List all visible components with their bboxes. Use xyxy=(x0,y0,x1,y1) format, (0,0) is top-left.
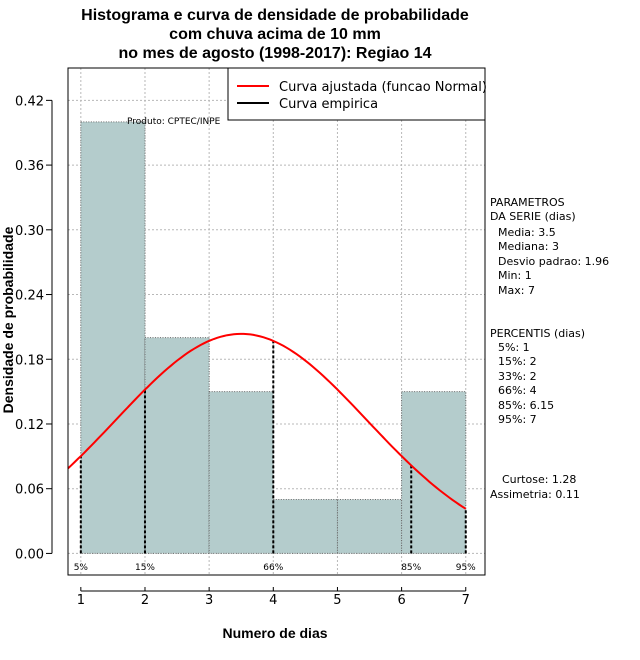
assimetria-text: Assimetria: 0.11 xyxy=(490,488,580,501)
percentil-33: 33%: 2 xyxy=(498,370,537,383)
x-tick-label: 5 xyxy=(333,593,341,608)
percentil-66: 66%: 4 xyxy=(498,384,537,397)
percentile-lines: 5% 15% 66% 85% 95% xyxy=(74,340,476,573)
percentile-label: 95% xyxy=(456,563,476,573)
y-tick-label: 0.06 xyxy=(15,483,44,498)
y-tick-label: 0.42 xyxy=(15,94,44,109)
histogram-bar xyxy=(208,391,274,554)
x-tick-label: 7 xyxy=(462,593,470,608)
percentil-85: 85%: 6.15 xyxy=(498,399,555,412)
x-tick-label: 6 xyxy=(397,593,405,608)
curtose-text: Curtose: 1.28 xyxy=(502,473,577,486)
histogram-bar xyxy=(401,391,467,554)
histogram-bar xyxy=(144,337,210,554)
percentile-label: 66% xyxy=(263,563,283,573)
axes-layer: 0.00 0.06 0.12 0.18 0.24 0.30 0.36 0.42 1 2 3 4 5 6 7 xyxy=(15,94,470,608)
chart-title-line-1: Histograma e curva de densidade de proba… xyxy=(81,7,469,24)
param-max: Max: 7 xyxy=(498,284,535,297)
legend-empirical-label: Curva empirica xyxy=(279,97,378,112)
x-axis-label: Numero de dias xyxy=(222,625,328,641)
legend: Curva ajustada (funcao Normal) Curva emp… xyxy=(227,67,487,121)
y-tick-label: 0.00 xyxy=(15,547,44,562)
legend-fitted-label: Curva ajustada (funcao Normal) xyxy=(279,80,487,95)
histogram-bar xyxy=(272,498,338,554)
y-axis-label: Densidade de probabilidade xyxy=(0,226,16,414)
histogram-bar xyxy=(80,121,146,554)
y-tick-label: 0.18 xyxy=(15,353,44,368)
percentil-15: 15%: 2 xyxy=(498,355,537,368)
x-tick-label: 4 xyxy=(269,593,277,608)
bars-layer xyxy=(80,121,467,554)
chart-title-line-2: com chuva acima de 10 mm xyxy=(169,26,381,43)
x-tick-label: 2 xyxy=(141,593,149,608)
histogram-bar xyxy=(336,498,403,554)
param-desvio: Desvio padrao: 1.96 xyxy=(498,255,610,268)
x-tick-label: 1 xyxy=(77,593,85,608)
params-title-2: DA SERIE (dias) xyxy=(490,210,576,223)
param-mediana: Mediana: 3 xyxy=(498,240,559,253)
chart-title-line-3: no mes de agosto (1998-2017): Regiao 14 xyxy=(118,45,432,62)
params-title-1: PARAMETROS xyxy=(490,196,565,209)
y-tick-label: 0.30 xyxy=(15,224,44,239)
legend-box xyxy=(227,67,486,121)
y-tick-label: 0.36 xyxy=(15,159,44,174)
percentile-label: 15% xyxy=(135,563,155,573)
param-media: Media: 3.5 xyxy=(498,226,556,239)
percentil-95: 95%: 7 xyxy=(498,413,537,426)
credit-text: Produto: CPTEC/INPE xyxy=(127,117,221,127)
param-min: Min: 1 xyxy=(498,269,532,282)
y-tick-label: 0.24 xyxy=(15,289,44,304)
x-tick-label: 3 xyxy=(205,593,213,608)
fitted-normal-curve xyxy=(67,332,467,510)
percentil-5: 5%: 1 xyxy=(498,341,530,354)
percentile-label: 85% xyxy=(401,563,421,573)
percentile-label: 5% xyxy=(74,563,89,573)
percentis-title: PERCENTIS (dias) xyxy=(490,327,586,340)
y-tick-label: 0.12 xyxy=(15,418,44,433)
